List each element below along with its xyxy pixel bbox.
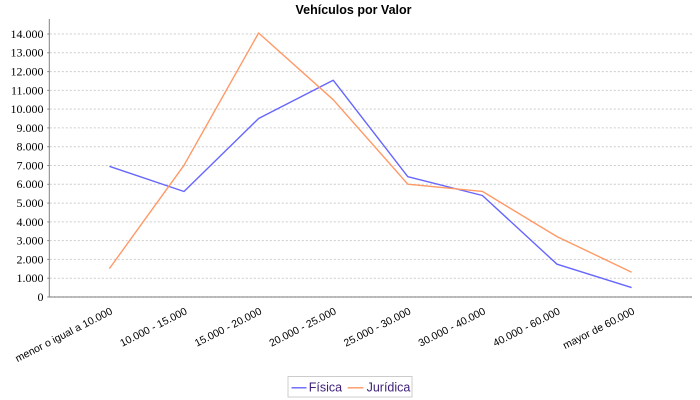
svg-text:9.000: 9.000 <box>17 121 44 135</box>
svg-text:7.000: 7.000 <box>17 158 44 172</box>
svg-text:14.000: 14.000 <box>11 27 44 41</box>
svg-text:11.000: 11.000 <box>11 83 44 97</box>
svg-text:3.000: 3.000 <box>17 234 44 248</box>
svg-text:8.000: 8.000 <box>17 140 44 154</box>
svg-text:13.000: 13.000 <box>11 46 44 60</box>
svg-text:0: 0 <box>38 290 44 304</box>
svg-text:4.000: 4.000 <box>17 215 44 229</box>
svg-text:2.000: 2.000 <box>17 252 44 266</box>
svg-text:5.000: 5.000 <box>17 196 44 210</box>
svg-text:10.000: 10.000 <box>11 102 44 116</box>
svg-text:6.000: 6.000 <box>17 177 44 191</box>
svg-text:Jurídica: Jurídica <box>367 381 411 395</box>
svg-text:Vehículos por Valor: Vehículos por Valor <box>295 3 411 17</box>
svg-text:1.000: 1.000 <box>17 271 44 285</box>
svg-text:Física: Física <box>309 381 342 395</box>
svg-text:12.000: 12.000 <box>11 65 44 79</box>
